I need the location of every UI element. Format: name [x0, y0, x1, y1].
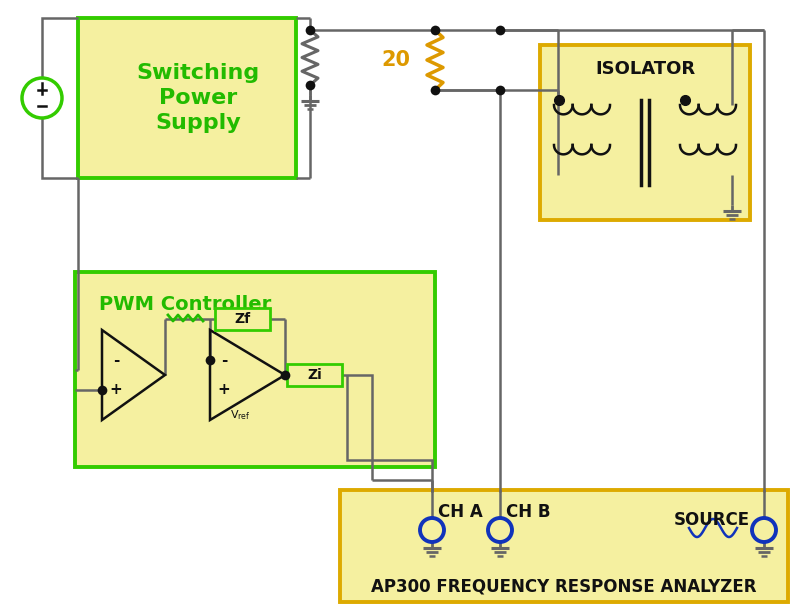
FancyBboxPatch shape [215, 308, 270, 330]
Text: CH B: CH B [506, 503, 550, 521]
Text: CH A: CH A [438, 503, 482, 521]
Text: Zf: Zf [234, 312, 250, 326]
FancyBboxPatch shape [340, 490, 788, 602]
Text: $\mathregular{V_{ref}}$: $\mathregular{V_{ref}}$ [230, 408, 250, 422]
Text: 20: 20 [381, 50, 410, 70]
Text: AP300 FREQUENCY RESPONSE ANALYZER: AP300 FREQUENCY RESPONSE ANALYZER [371, 577, 757, 595]
FancyBboxPatch shape [78, 18, 296, 178]
FancyBboxPatch shape [287, 364, 342, 386]
Text: Switching
Power
Supply: Switching Power Supply [136, 63, 259, 133]
FancyBboxPatch shape [75, 272, 435, 467]
Text: +: + [218, 382, 230, 398]
Text: -: - [113, 353, 119, 367]
Text: SOURCE: SOURCE [674, 511, 750, 529]
Text: PWM Controller: PWM Controller [99, 295, 271, 313]
Text: Zi: Zi [307, 368, 322, 382]
FancyBboxPatch shape [540, 45, 750, 220]
Text: ISOLATOR: ISOLATOR [595, 60, 695, 78]
Text: +: + [110, 382, 122, 398]
Text: -: - [221, 353, 227, 367]
